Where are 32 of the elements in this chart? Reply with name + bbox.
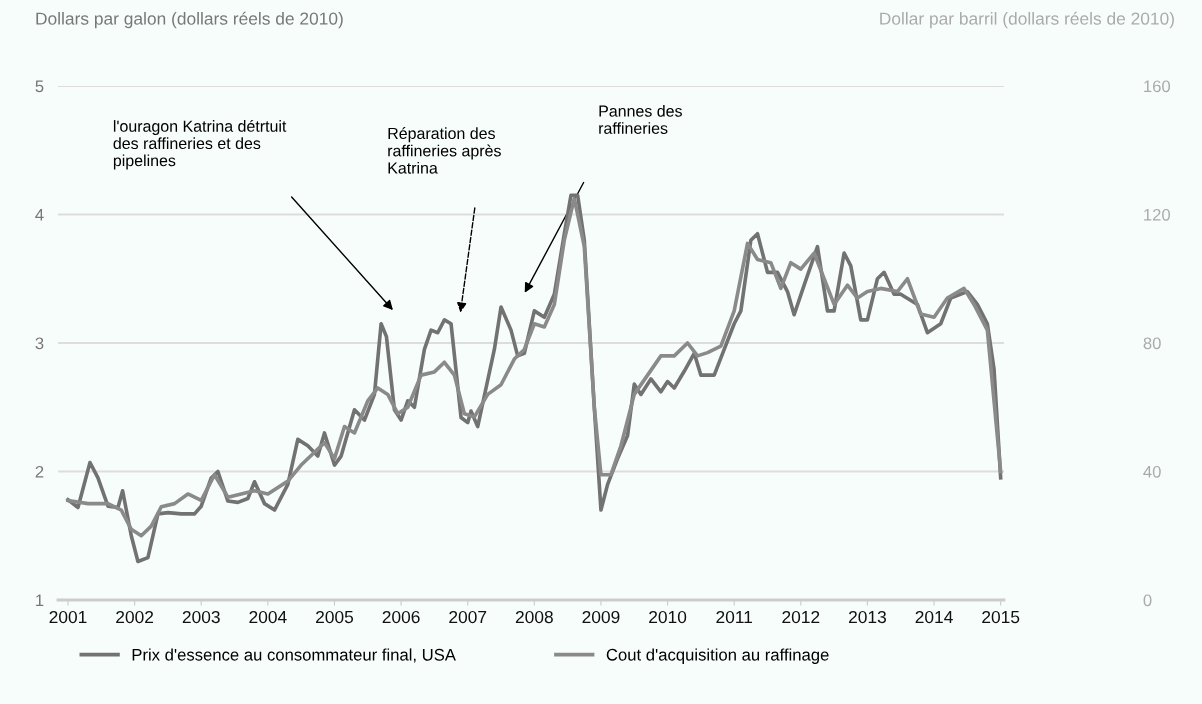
- x-tick-label: 2002: [116, 610, 154, 624]
- y-tick-label: 2: [35, 465, 44, 478]
- legend-label: Cout d'acquisition au raffinage: [606, 648, 829, 664]
- x-tick-label: 2009: [582, 610, 620, 624]
- y2-tick-label: 0: [1143, 594, 1152, 607]
- y2-tick-label: 160: [1144, 80, 1171, 93]
- annotation: l'ouragon Katrina détrtuit des raffineries et des pipelines: [113, 119, 287, 170]
- y-tick-label: 5: [35, 80, 44, 93]
- x-tick-label: 2010: [649, 610, 687, 624]
- x-tick-label: 2003: [182, 610, 220, 624]
- x-tick-label: 2011: [716, 610, 753, 624]
- y2-axis-title: Dollar par barril (dollars réels de 2010): [880, 11, 1174, 29]
- annotation: Réparation des raffineries après Katrina: [388, 127, 501, 174]
- x-tick-label: 2006: [382, 610, 420, 624]
- x-tick-label: 2015: [982, 610, 1020, 624]
- annotation: Pannes des raffineries: [599, 105, 682, 134]
- y2-tick-label: 80: [1143, 337, 1161, 350]
- y2-tick-label: 40: [1143, 465, 1161, 478]
- x-tick-label: 2012: [782, 610, 820, 624]
- x-tick-label: 2013: [848, 610, 886, 624]
- legend-label: Prix d'essence au consommateur final, USA: [132, 648, 456, 663]
- x-tick-label: 2008: [515, 610, 553, 624]
- y-axis-title: Dollars par galon (dollars réels de 2010): [36, 11, 343, 29]
- x-tick-label: 2004: [249, 610, 287, 624]
- x-tick-label: 2014: [915, 610, 953, 624]
- x-tick-label: 2007: [449, 610, 487, 624]
- y2-tick-label: 120: [1144, 208, 1171, 221]
- y-tick-label: 4: [35, 209, 44, 221]
- y-tick-label: 1: [36, 594, 44, 607]
- x-tick-label: 2005: [316, 610, 354, 624]
- y-tick-label: 3: [35, 337, 44, 350]
- x-tick-label: 2001: [49, 610, 87, 624]
